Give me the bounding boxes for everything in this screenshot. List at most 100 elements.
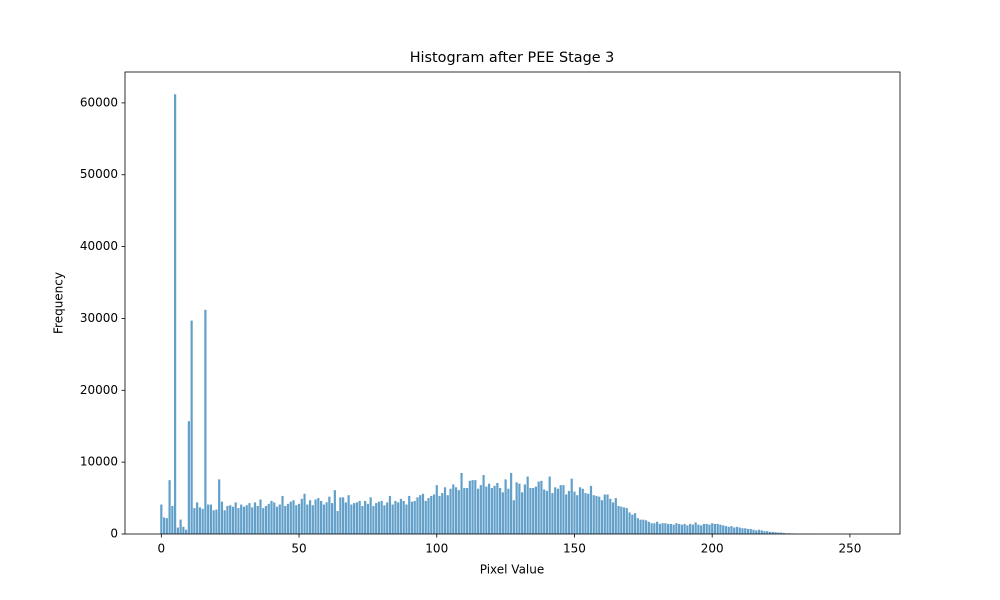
bar: [694, 522, 697, 534]
bar: [779, 532, 783, 534]
bar: [264, 505, 268, 534]
bar: [319, 500, 323, 534]
bar: [231, 506, 235, 534]
bar: [556, 488, 560, 534]
bar: [165, 518, 168, 534]
bar: [443, 487, 447, 534]
bar: [471, 480, 474, 534]
bar: [468, 480, 471, 534]
bar: [438, 495, 441, 534]
bar: [330, 503, 334, 534]
bar: [532, 488, 535, 534]
bar: [347, 495, 350, 534]
bar: [432, 494, 436, 534]
bar: [730, 526, 733, 534]
bar: [570, 478, 573, 534]
bar: [515, 482, 518, 534]
bar: [391, 504, 394, 534]
bar: [733, 527, 736, 534]
bar: [686, 525, 689, 534]
bar: [727, 526, 730, 534]
bar: [653, 523, 656, 534]
bar: [711, 523, 714, 534]
bar: [658, 523, 661, 534]
bar: [173, 94, 177, 535]
x-tick-label: 200: [701, 542, 724, 556]
bar: [554, 487, 557, 534]
bar: [314, 499, 317, 534]
bar: [399, 498, 403, 534]
bar: [259, 499, 262, 534]
bar: [193, 508, 196, 534]
bar: [358, 500, 361, 534]
bar: [512, 500, 515, 534]
bar: [394, 500, 397, 534]
bar: [589, 485, 593, 534]
bar: [708, 524, 711, 534]
bar: [548, 476, 551, 534]
bar: [190, 320, 193, 534]
bar: [405, 504, 408, 534]
bar: [441, 493, 444, 534]
bar: [413, 500, 416, 534]
y-tick-label: 10000: [80, 455, 118, 469]
bar: [620, 506, 623, 534]
bar: [430, 495, 433, 534]
bar: [388, 495, 392, 534]
bar: [493, 485, 496, 534]
bar: [460, 472, 463, 534]
bar: [600, 500, 604, 534]
bar: [716, 523, 719, 534]
bar: [485, 486, 488, 534]
bar: [631, 514, 634, 534]
bar: [218, 479, 221, 534]
bar: [226, 505, 229, 534]
bar: [419, 495, 422, 534]
bar: [187, 421, 190, 534]
bar: [322, 504, 325, 534]
bar: [661, 523, 664, 534]
bar: [380, 500, 383, 534]
bar: [160, 504, 163, 534]
bar: [212, 510, 215, 534]
bar: [185, 529, 188, 534]
bar: [300, 498, 303, 534]
bar: [534, 486, 538, 534]
bar: [215, 509, 218, 534]
bar: [672, 524, 675, 534]
bar: [463, 488, 466, 534]
bar: [270, 500, 273, 534]
bar: [777, 532, 780, 534]
x-tick-label: 250: [838, 542, 861, 556]
bar: [744, 528, 747, 534]
bar: [245, 505, 248, 534]
bar: [256, 505, 259, 534]
bar: [518, 483, 521, 534]
bar: [339, 497, 342, 534]
bar: [587, 493, 590, 534]
bar: [267, 503, 270, 534]
bar: [611, 502, 615, 534]
bar: [521, 492, 524, 534]
bar: [303, 493, 306, 534]
bar: [317, 498, 320, 534]
bar: [565, 494, 568, 534]
bar: [722, 525, 725, 534]
bar: [333, 490, 336, 534]
bar: [523, 484, 526, 534]
bar: [529, 488, 532, 534]
bar: [424, 500, 427, 534]
bar: [567, 490, 571, 534]
bar: [581, 488, 584, 534]
bar: [284, 505, 287, 534]
bar: [452, 484, 455, 534]
bar: [325, 502, 328, 534]
bar: [774, 532, 777, 534]
bar: [220, 501, 224, 534]
y-axis-label: Frequency: [52, 272, 66, 334]
bar: [551, 493, 554, 534]
bar: [683, 523, 686, 534]
bar: [700, 525, 703, 534]
bar: [449, 488, 452, 534]
bar: [628, 512, 631, 534]
